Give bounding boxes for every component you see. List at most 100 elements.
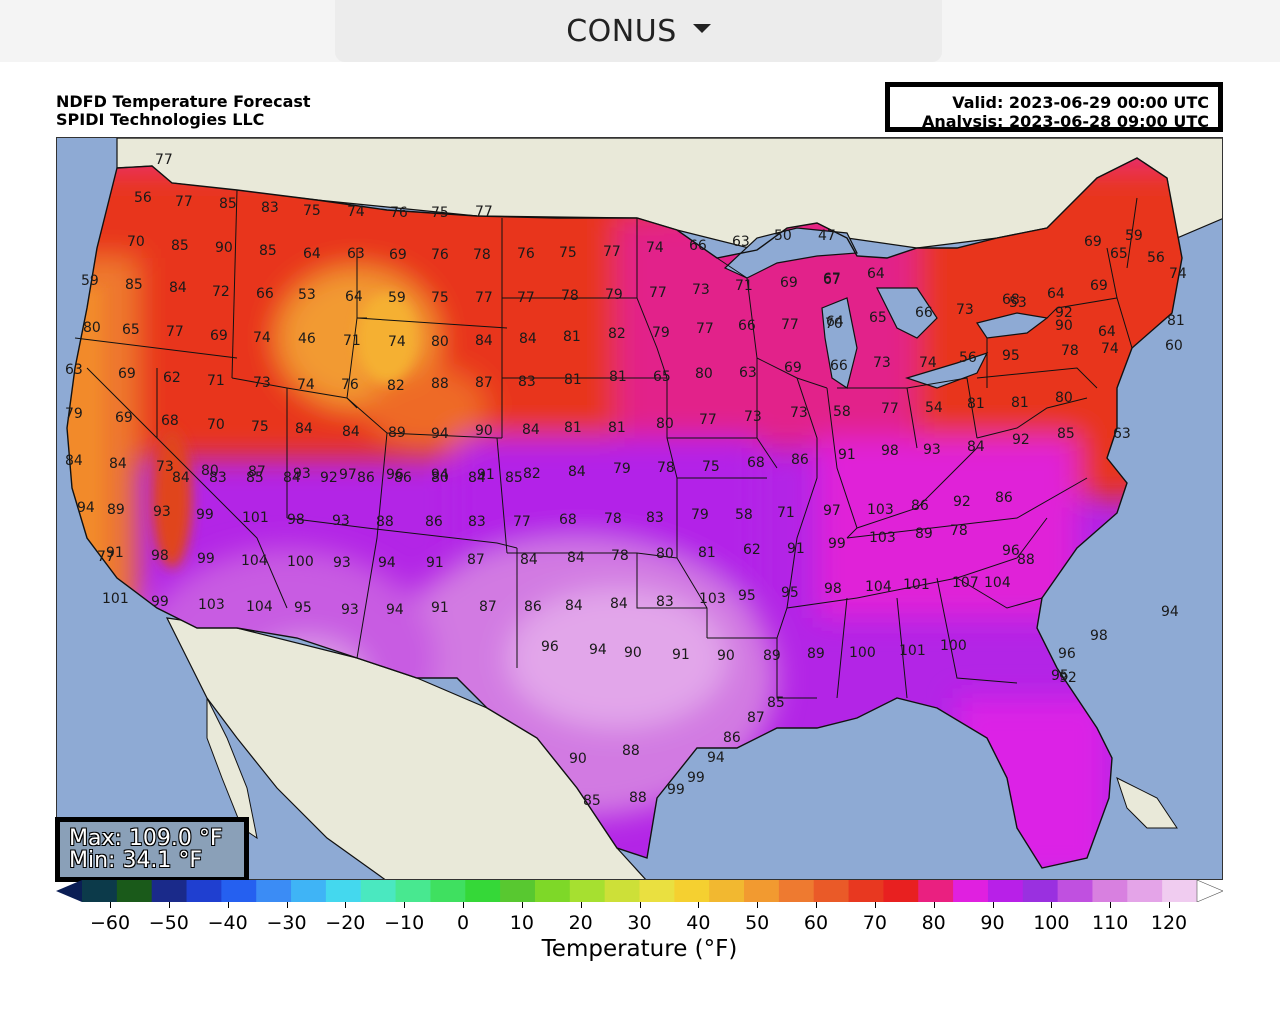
map-value-label: 59 [81,273,99,289]
map-value-label: 95 [294,600,312,616]
map-value-label: 69 [780,275,798,291]
map-value-label: 89 [388,425,406,441]
baja-peninsula [206,697,258,840]
map-value-label: 83 [656,594,674,610]
validity-box: Valid: 2023-06-29 00:00 UTC Analysis: 20… [885,82,1223,132]
map-value-label: 90 [475,423,493,439]
map-value-label: 88 [431,376,449,392]
map-value-label: 83 [209,470,227,486]
map-value-label: 74 [919,355,937,371]
map-value-label: 96 [386,467,404,483]
colorbar-tick-label: 0 [456,912,470,934]
map-value-label: 98 [151,548,169,564]
map-value-label: 81 [563,329,581,345]
colorbar-ticks: −60 −50 −40 −30 −20 −10 0 10 20 30 40 50 60 70 80 90 100… [56,902,1223,934]
map-value-label: 85 [246,470,264,486]
map-value-label: 86 [524,599,542,615]
map-value-label: 64 [826,314,844,330]
map-value-label: 74 [253,330,271,346]
map-value-label: 74 [1101,341,1119,357]
colorbar-tick-label: 90 [980,912,1005,934]
map-value-label: 86 [911,498,929,514]
map-value-label: 92 [953,494,971,510]
map-value-label: 69 [1090,278,1108,294]
region-selector[interactable]: CONUS [335,0,942,62]
map-value-label: 89 [807,646,825,662]
map-value-label: 68 [161,413,179,429]
colorbar-swatch [778,880,815,902]
colorbar-swatch [848,880,885,902]
map-value-label: 84 [109,456,127,472]
map-value-label: 92 [1012,432,1030,448]
map-value-label: 84 [342,424,360,440]
colorbar-swatch [674,880,710,902]
colorbar-swatch [465,880,501,902]
map-value-label: 60 [1165,338,1183,354]
map-value-label: 77 [155,152,173,168]
colorbar-tick-label: 100 [1033,912,1070,934]
map-value-label: 87 [747,710,765,726]
colorbar-extend-high [1196,880,1223,902]
colorbar-tick [404,902,406,908]
map-value-label: 62 [163,370,181,386]
colorbar-swatch [883,880,919,902]
map-value-label: 67 [823,271,841,287]
map-value-label: 82 [387,378,405,394]
colorbar-tick-label: 110 [1092,912,1129,934]
colorbar-tick [286,902,288,908]
colorbar-tick [110,902,111,908]
map-value-label: 100 [849,645,876,661]
map-value-label: 94 [378,555,396,571]
map-value-label: 73 [790,405,808,421]
map-value-label: 101 [903,577,930,593]
map-value-label: 84 [565,598,583,614]
colorbar-swatch [256,880,292,902]
map-value-label: 73 [956,302,974,318]
map-value-label: 85 [219,196,237,212]
colorbar-tick-label: 10 [509,912,534,934]
map-value-label: 91 [426,555,444,571]
colorbar-tick-label: 50 [745,912,770,934]
colorbar-tick [1169,902,1170,908]
map-value-label: 78 [561,288,579,304]
map-value-label: 79 [691,507,709,523]
map-value-label: 91 [477,467,495,483]
map-value-label: 80 [431,334,449,350]
map-value-label: 84 [520,552,538,568]
map-value-label: 74 [347,204,365,220]
map-value-label: 94 [431,426,449,442]
map-value-label: 65 [1110,246,1128,262]
map-value-label: 90 [569,751,587,767]
map-value-label: 81 [564,372,582,388]
map-value-label: 93 [153,504,171,520]
map-value-label: 86 [995,490,1013,506]
map-value-label: 69 [118,366,136,382]
colorbar-swatch [116,880,153,902]
map-value-label: 75 [303,203,321,219]
colorbar-swatch [639,880,675,902]
map-value-label: 85 [259,243,277,259]
map-value-label: 76 [390,205,408,221]
colorbar-tick [1051,902,1053,908]
map-value-label: 84 [967,439,985,455]
map-value-label: 68 [559,512,577,528]
map-value-label: 83 [261,200,279,216]
map-value-label: 70 [127,234,145,250]
map-value-label: 69 [115,410,133,426]
map-value-label: 59 [388,290,406,306]
map-value-label: 59 [1125,228,1143,244]
colorbar-swatch [360,880,397,902]
map-value-label: 77 [513,514,531,530]
map-value-label: 93 [332,513,350,529]
map-value-label: 77 [781,317,799,333]
map-value-label: 78 [604,511,622,527]
cuba-land [1116,777,1178,829]
map-value-label: 72 [212,284,230,300]
colorbar-tick-label: −50 [148,912,189,934]
map-value-label: 96 [541,639,559,655]
map-value-label: 81 [608,420,626,436]
map-value-label: 80 [695,366,713,382]
map-value-label: 64 [867,266,885,282]
figure-title: NDFD Temperature Forecast SPIDI Technolo… [56,93,311,129]
colorbar-swatch [82,880,118,902]
